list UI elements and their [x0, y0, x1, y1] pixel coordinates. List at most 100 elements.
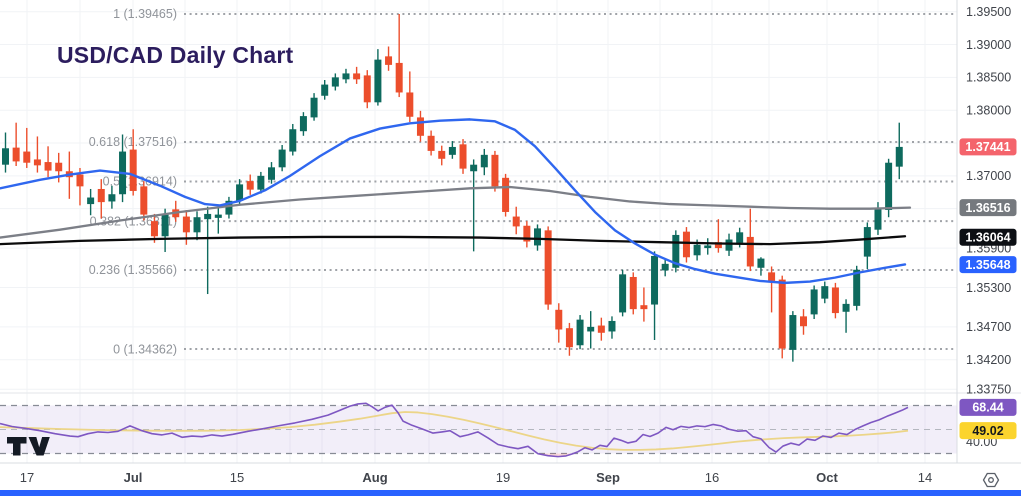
- candle: [544, 230, 552, 305]
- price-axis-label: 1.38500: [966, 71, 1011, 85]
- candle: [448, 146, 456, 155]
- candle: [385, 56, 393, 65]
- candle: [140, 186, 148, 215]
- candle: [831, 287, 839, 314]
- candle: [236, 184, 244, 201]
- candle: [714, 242, 722, 249]
- time-axis-label: Oct: [816, 470, 838, 485]
- candles-layer: [2, 14, 903, 362]
- candle: [693, 244, 701, 256]
- time-axis-label: 19: [496, 470, 510, 485]
- candle: [768, 272, 776, 281]
- price-badges: 1.37441 1.36516 1.36064 1.35648 68.44 49.02: [959, 138, 1017, 440]
- candle: [342, 73, 350, 80]
- candle: [268, 167, 275, 180]
- candle: [438, 150, 446, 159]
- time-axis[interactable]: 17 Jul 15 Aug 19 Sep 16 Oct 14: [20, 470, 932, 485]
- candle: [161, 214, 169, 237]
- time-axis-label: 17: [20, 470, 34, 485]
- candle: [44, 162, 52, 171]
- black-ma-value-badge: [959, 228, 1017, 246]
- candle: [459, 144, 467, 169]
- time-axis-label: 15: [230, 470, 244, 485]
- fib-label: 0 (1.34362): [113, 342, 177, 356]
- candle: [214, 214, 222, 218]
- candle: [821, 286, 829, 299]
- rsi-ma-value-badge: [959, 422, 1017, 440]
- candle: [33, 159, 41, 166]
- candle: [778, 279, 786, 349]
- fibonacci-layer: 1 (1.39465)0.618 (1.37516)0.5 (1.36914)0…: [89, 7, 957, 356]
- price-axis-label: 1.33750: [966, 383, 1011, 397]
- gray-ma: [0, 185, 912, 239]
- price-axis-label: 1.37000: [966, 169, 1011, 183]
- candle: [129, 149, 137, 191]
- candle: [619, 274, 627, 313]
- candle: [416, 117, 424, 136]
- fib-label: 0.236 (1.35566): [89, 263, 177, 277]
- candle: [597, 325, 605, 333]
- candle: [331, 77, 339, 87]
- rsi-pane: [0, 402, 957, 458]
- price-axis-label: 1.35300: [966, 281, 1011, 295]
- candle: [629, 276, 637, 310]
- candle: [885, 162, 893, 210]
- rsi-line: [0, 402, 909, 458]
- rsi-value-badge: [959, 398, 1017, 416]
- candle: [682, 231, 690, 258]
- candle: [193, 217, 201, 233]
- blue-ma-value-badge: [959, 256, 1017, 274]
- gear-icon[interactable]: [982, 472, 1000, 488]
- candle: [278, 149, 286, 168]
- candle: [534, 228, 541, 246]
- candle: [523, 225, 531, 242]
- price-axis-label: 1.34200: [966, 353, 1011, 367]
- tradingview-logo[interactable]: [7, 437, 50, 456]
- candle: [12, 147, 20, 162]
- candle: [640, 305, 648, 310]
- candle: [576, 319, 584, 346]
- price-axis-label: 1.38000: [966, 103, 1011, 117]
- candle: [427, 135, 435, 151]
- candle: [150, 221, 158, 237]
- time-axis-label: Jul: [124, 470, 143, 485]
- candle: [704, 245, 712, 249]
- candle: [310, 97, 318, 118]
- candle: [363, 75, 371, 103]
- candle: [182, 216, 190, 233]
- candle: [651, 255, 659, 305]
- candle: [76, 174, 84, 187]
- time-axis-label: Sep: [596, 470, 620, 485]
- black-ma: [0, 235, 907, 246]
- candle: [108, 194, 116, 202]
- gray-ma-value-badge-text: 1.36516: [965, 201, 1010, 215]
- candle: [587, 326, 595, 332]
- pane-separators: [0, 0, 1021, 464]
- candle: [87, 197, 95, 205]
- candle: [746, 236, 754, 267]
- candle: [853, 269, 861, 306]
- candle: [491, 154, 499, 187]
- candle: [757, 258, 765, 268]
- candle: [23, 151, 31, 163]
- candle: [480, 154, 488, 168]
- black-ma-value-badge-text: 1.36064: [965, 231, 1010, 245]
- price-axis-label: 1.39000: [966, 38, 1011, 52]
- blue-ma-value-badge-text: 1.35648: [965, 258, 1010, 272]
- price-axis-label: 1.34700: [966, 320, 1011, 334]
- candle: [55, 162, 63, 172]
- candle: [204, 213, 212, 220]
- candle: [289, 129, 297, 152]
- candle: [512, 216, 520, 227]
- candle: [299, 116, 307, 132]
- candle: [725, 239, 733, 251]
- last-price-badge: [959, 138, 1017, 156]
- candle: [246, 181, 254, 190]
- candle: [97, 188, 105, 203]
- candle: [895, 146, 903, 167]
- candle: [395, 62, 403, 93]
- fib-label: 1 (1.39465): [113, 7, 177, 21]
- candle: [470, 164, 478, 172]
